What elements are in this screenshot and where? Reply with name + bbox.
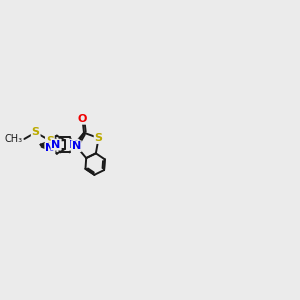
Text: N: N bbox=[52, 140, 61, 150]
Text: S: S bbox=[94, 133, 103, 143]
Text: CH₃: CH₃ bbox=[5, 134, 23, 144]
Text: N: N bbox=[72, 141, 81, 151]
Text: O: O bbox=[78, 114, 87, 124]
Text: S: S bbox=[32, 128, 40, 137]
Text: N: N bbox=[45, 143, 55, 153]
Text: N: N bbox=[69, 140, 79, 150]
Text: S: S bbox=[46, 136, 54, 146]
